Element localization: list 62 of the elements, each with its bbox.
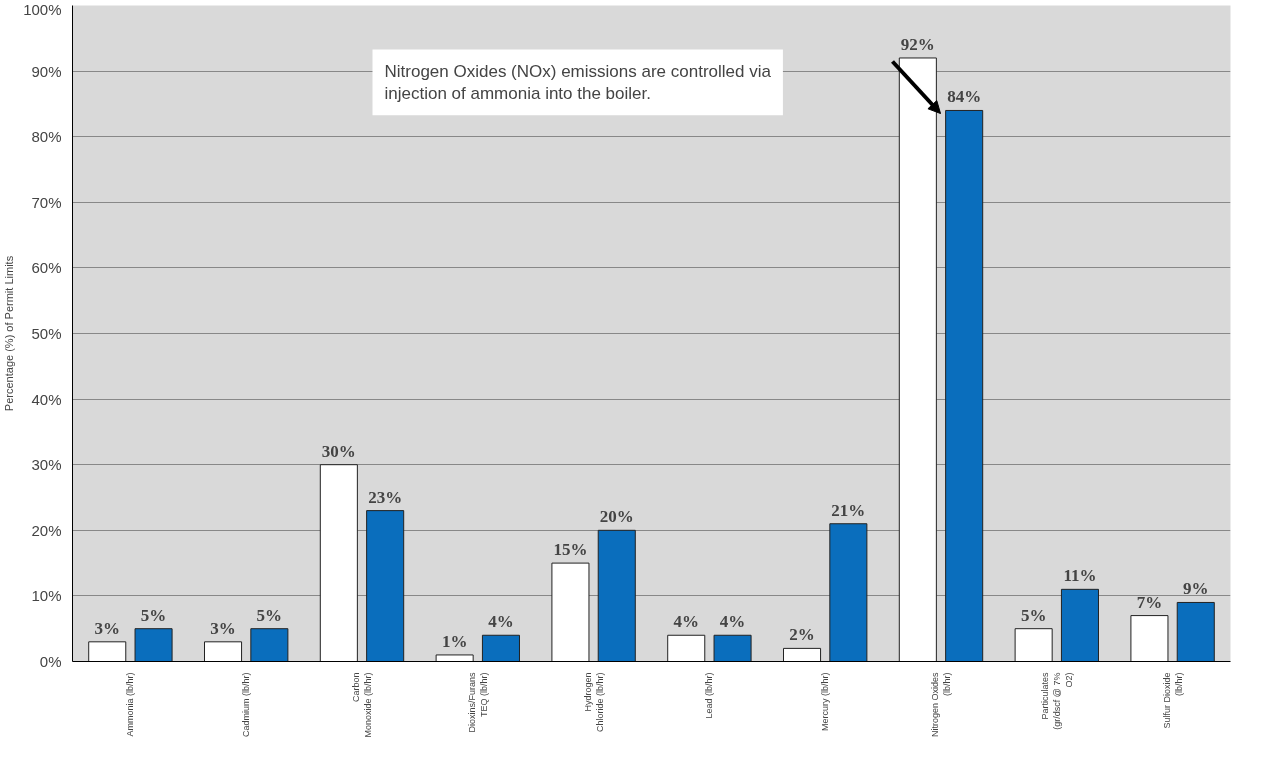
bar [319,464,358,662]
data-label: 9% [1183,579,1209,599]
x-tick-label: Hydrogen Chloride (lb/hr) [582,672,605,733]
data-label: 4% [488,612,514,632]
data-label: 5% [140,605,167,625]
data-label: 21% [831,500,866,520]
data-label: 3% [210,618,236,638]
bar [597,529,636,662]
bar [250,628,289,662]
bar [1060,588,1099,662]
bar [945,109,984,662]
x-tick-label: Ammonia (lb/hr) [125,672,136,737]
x-tick-label: Sulfur Dioxide (lb/hr) [1161,672,1184,729]
bar [829,523,868,662]
x-tick-label: Dioxins/Furans TEQ (lb/hr) [466,672,489,733]
y-axis-title: Percentage (%) of Permit Limits [3,255,16,412]
data-label: 20% [599,507,634,527]
bar [713,634,752,662]
bar [481,634,520,662]
y-tick-label: 70% [31,193,62,211]
annotation: Nitrogen Oxides (NOx) emissions are controlled via injection of ammonia into the boiler. [384,61,772,104]
bar [435,654,474,662]
bar [134,628,173,662]
y-tick-label: 80% [31,128,62,146]
data-label: 4% [719,612,746,632]
data-label: 5% [1020,605,1047,625]
data-label: 92% [900,34,935,54]
data-label: 84% [947,87,982,107]
bar [783,647,822,662]
x-tick-label: Mercury (lb/hr) [820,672,831,731]
y-tick-label: 20% [31,521,62,539]
bar [551,562,590,662]
bar [1130,615,1169,662]
bar [1176,601,1215,662]
y-tick-label: 40% [31,390,62,408]
data-label: 11% [1063,566,1097,586]
data-label: 15% [553,540,588,560]
bar [1014,628,1053,662]
data-label: 23% [368,487,403,507]
y-tick-label: 100% [23,0,62,18]
x-tick-label: Cadmium (lb/hr) [241,672,252,738]
x-tick-label: Particulates (gr/dscf @ 7% O2) [1039,672,1074,730]
data-label: 4% [673,612,699,632]
data-label: 3% [94,618,120,638]
bar [667,634,706,662]
x-tick-label: Lead (lb/hr) [704,672,715,719]
bar [88,641,127,662]
y-tick-label: 0% [39,653,62,670]
y-tick-label: 30% [31,456,62,474]
bar [366,510,405,662]
data-label: 2% [789,625,815,645]
bar [204,641,243,662]
data-label: 7% [1136,592,1163,612]
y-tick-label: 60% [31,259,62,277]
data-label: 5% [256,605,283,625]
x-tick-label: Nitrogen Oxides (lb/hr) [930,672,952,738]
data-label: 1% [441,631,468,651]
y-tick-label: 90% [31,62,62,80]
y-tick-label: 10% [31,587,62,605]
y-tick-label: 50% [31,325,62,342]
x-tick-label: Carbon Monoxide (lb/hr) [351,672,373,738]
data-label: 30% [321,441,356,461]
